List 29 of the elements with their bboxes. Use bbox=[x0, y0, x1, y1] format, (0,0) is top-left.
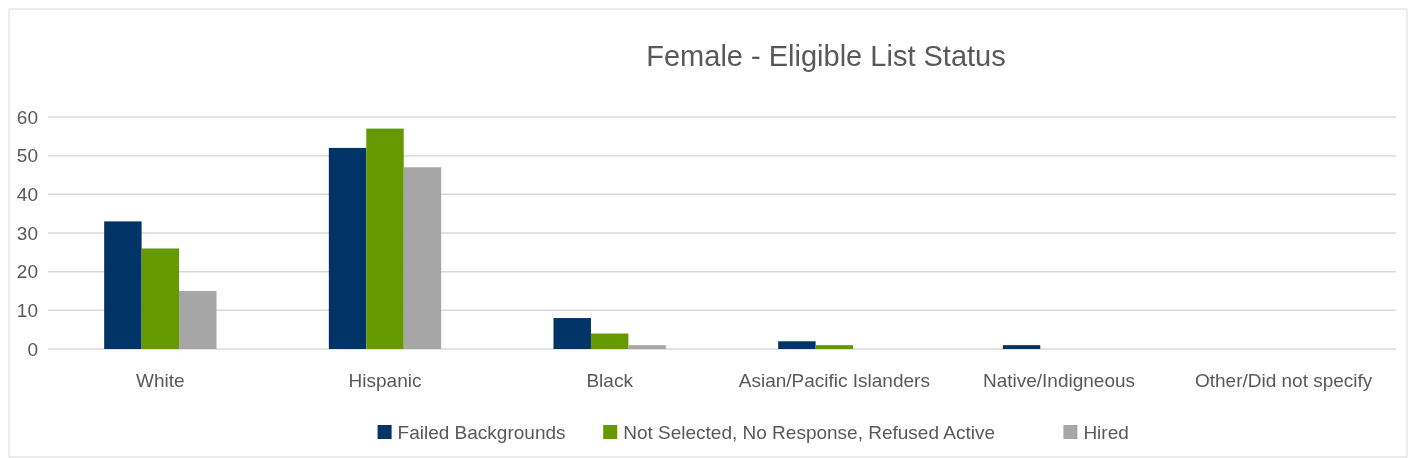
y-tick-label: 20 bbox=[16, 261, 38, 283]
y-tick-label: 0 bbox=[27, 338, 38, 360]
bar bbox=[778, 341, 816, 349]
y-tick-label: 50 bbox=[16, 145, 38, 167]
x-tick-label: Hispanic bbox=[348, 370, 422, 391]
bar bbox=[141, 248, 180, 349]
bar bbox=[366, 128, 404, 349]
bar bbox=[815, 345, 854, 349]
legend-label: Hired bbox=[1083, 421, 1129, 443]
legend-label: Not Selected, No Response, Refused Active bbox=[623, 421, 995, 443]
x-tick-label: Black bbox=[586, 370, 634, 391]
bar bbox=[1002, 345, 1041, 349]
legend-label: Failed Backgrounds bbox=[397, 421, 566, 443]
y-tick-label: 10 bbox=[16, 299, 38, 321]
x-tick-label: Asian/Pacific Islanders bbox=[738, 370, 930, 391]
bar bbox=[403, 167, 442, 349]
y-tick-label: 60 bbox=[16, 106, 38, 128]
bar bbox=[104, 221, 142, 349]
x-tick-label: Other/Did not specify bbox=[1194, 370, 1373, 391]
bar bbox=[628, 345, 666, 349]
bar bbox=[179, 291, 217, 349]
y-tick-label: 40 bbox=[16, 183, 38, 205]
y-tick-label: 30 bbox=[16, 222, 38, 244]
x-tick-label: White bbox=[136, 370, 185, 391]
x-tick-label: Native/Indigneous bbox=[982, 370, 1136, 391]
bar bbox=[553, 318, 591, 349]
bar bbox=[590, 333, 629, 349]
chart-title: Female - Eligible List Status bbox=[646, 40, 1006, 72]
bar bbox=[328, 147, 367, 349]
